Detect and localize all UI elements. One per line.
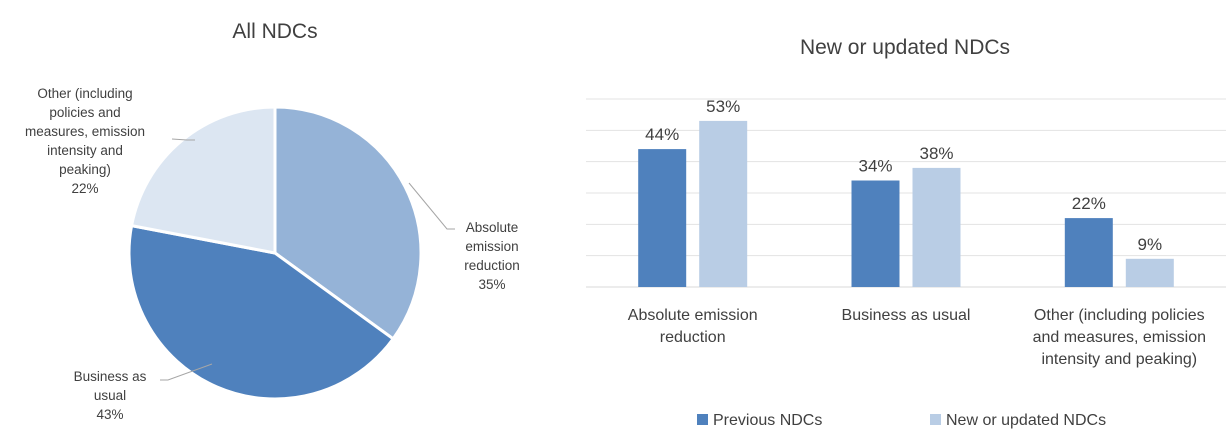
- pie-slice-label: Absolute emission reduction 35%: [464, 220, 520, 292]
- category-label-line: and measures, emission: [1033, 329, 1206, 346]
- pie-label-line: Other (including: [37, 86, 132, 101]
- bar-bars: [638, 120, 1174, 288]
- pie-slice: [127, 224, 395, 401]
- bar-category-label: Business as usual: [842, 307, 971, 324]
- pie-leader-line: [160, 363, 213, 381]
- category-label-line: Absolute emission: [628, 307, 758, 324]
- bar-data-label: 9%: [1138, 235, 1163, 254]
- bar: [699, 120, 748, 288]
- bar-legend: Previous NDCs New or updated NDCs: [697, 412, 1106, 429]
- bar-chart-title: New or updated NDCs: [800, 36, 1010, 59]
- bar-category-label: Absolute emission reduction: [628, 307, 758, 346]
- category-label-line: Business as usual: [842, 307, 971, 324]
- bar: [1125, 258, 1174, 287]
- pie-leader-line: [408, 182, 455, 230]
- pie-slice-label: Business as usual 43%: [74, 369, 147, 422]
- pie-chart: All NDCs Absolute emission reduction 35% Bus…: [25, 20, 520, 422]
- bar: [912, 167, 961, 287]
- bar-data-label: 44%: [645, 125, 679, 144]
- bar: [1064, 218, 1113, 287]
- bar-data-label: 38%: [919, 144, 953, 163]
- legend-swatch: [697, 414, 708, 425]
- pie-label-line: reduction: [464, 258, 520, 273]
- bar-category-labels: Absolute emission reduction Business as us…: [628, 307, 1206, 368]
- pie-chart-title: All NDCs: [232, 20, 317, 43]
- pie-label-line: emission: [465, 239, 518, 254]
- bar-data-label: 22%: [1072, 194, 1106, 213]
- pie-label-line: policies and: [49, 105, 120, 120]
- bar: [851, 180, 900, 287]
- category-label-line: Other (including policies: [1034, 307, 1205, 324]
- bar-chart: New or updated NDCs 44% 53% 34% 38% 22% 9% Ab…: [586, 36, 1226, 429]
- pie-slice: [273, 105, 423, 341]
- pie-label-line: Absolute: [466, 220, 519, 235]
- category-label-line: reduction: [660, 329, 726, 346]
- legend-label: Previous NDCs: [713, 412, 822, 429]
- pie-slice-label: Other (including policies and measures, em…: [25, 86, 145, 196]
- legend-item: New or updated NDCs: [930, 412, 1106, 429]
- legend-swatch: [930, 414, 941, 425]
- pie-slice-percent: 22%: [71, 181, 98, 196]
- pie-slice: [130, 105, 277, 255]
- bar-category-label: Other (including policies and measures, e…: [1033, 307, 1206, 368]
- legend-label: New or updated NDCs: [946, 412, 1106, 429]
- bar-data-label: 53%: [706, 97, 740, 116]
- legend-item: Previous NDCs: [697, 412, 822, 429]
- pie-labels: Absolute emission reduction 35% Business as u…: [25, 86, 520, 422]
- pie-slice-percent: 35%: [478, 277, 505, 292]
- pie-label-line: intensity and: [47, 143, 123, 158]
- pie-leader-lines: [160, 138, 455, 381]
- bar-data-label: 34%: [858, 157, 892, 176]
- pie-slice-percent: 43%: [96, 407, 123, 422]
- pie-label-line: Business as: [74, 369, 147, 384]
- pie-label-line: measures, emission: [25, 124, 145, 139]
- category-label-line: intensity and peaking): [1041, 351, 1197, 368]
- bar-data-labels: 44% 53% 34% 38% 22% 9%: [645, 97, 1162, 254]
- bar: [638, 149, 687, 287]
- pie-label-line: peaking): [59, 162, 111, 177]
- pie-slices: [127, 105, 423, 401]
- pie-leader-line: [171, 138, 195, 141]
- pie-label-line: usual: [94, 388, 126, 403]
- bar-gridlines: [586, 98, 1226, 288]
